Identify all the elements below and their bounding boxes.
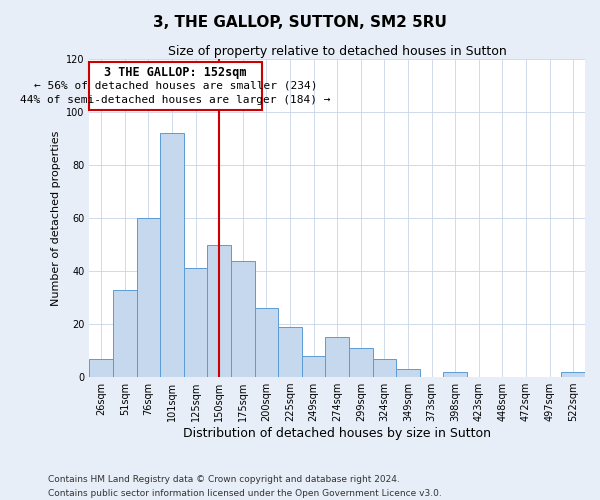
Y-axis label: Number of detached properties: Number of detached properties [50, 130, 61, 306]
X-axis label: Distribution of detached houses by size in Sutton: Distribution of detached houses by size … [183, 427, 491, 440]
Text: ← 56% of detached houses are smaller (234): ← 56% of detached houses are smaller (23… [34, 80, 317, 90]
Bar [113, 290, 137, 377]
Bar [231, 260, 254, 377]
Bar [89, 358, 113, 377]
Text: 3 THE GALLOP: 152sqm: 3 THE GALLOP: 152sqm [104, 66, 247, 79]
Bar [254, 308, 278, 377]
Text: Contains HM Land Registry data © Crown copyright and database right 2024.
Contai: Contains HM Land Registry data © Crown c… [48, 476, 442, 498]
Bar [137, 218, 160, 377]
Bar [160, 134, 184, 377]
Bar [443, 372, 467, 377]
Bar [325, 338, 349, 377]
Bar [184, 268, 208, 377]
Bar [562, 372, 585, 377]
FancyBboxPatch shape [89, 62, 262, 110]
Bar [373, 358, 396, 377]
Bar [302, 356, 325, 377]
Text: 44% of semi-detached houses are larger (184) →: 44% of semi-detached houses are larger (… [20, 95, 331, 105]
Bar [278, 326, 302, 377]
Bar [349, 348, 373, 377]
Title: Size of property relative to detached houses in Sutton: Size of property relative to detached ho… [168, 45, 506, 58]
Text: 3, THE GALLOP, SUTTON, SM2 5RU: 3, THE GALLOP, SUTTON, SM2 5RU [153, 15, 447, 30]
Bar [396, 369, 420, 377]
Bar [208, 244, 231, 377]
